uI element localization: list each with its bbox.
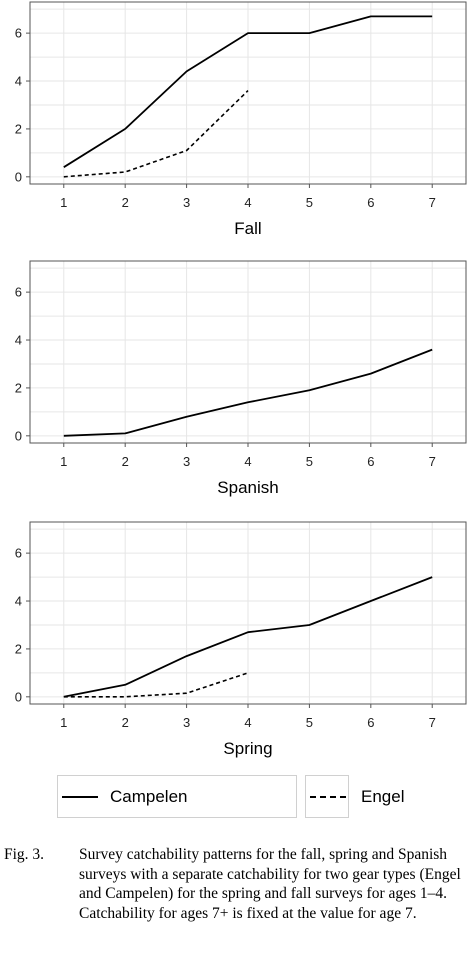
legend-swatch-solid bbox=[62, 796, 98, 798]
y-tick-label: 2 bbox=[15, 380, 22, 395]
y-tick-label: 4 bbox=[15, 594, 22, 609]
x-axis-label: Fall bbox=[234, 219, 261, 238]
x-tick-label: 4 bbox=[244, 195, 251, 210]
x-tick-label: 7 bbox=[429, 454, 436, 469]
y-tick-label: 0 bbox=[15, 689, 22, 704]
legend-label: Campelen bbox=[110, 787, 188, 806]
x-tick-label: 3 bbox=[183, 715, 190, 730]
figure-panels: 0 2 4 6 1 2 3 4 5 6 7 Fall 0 2 4 6 1 2 3 4 5 6 7 Spanish 0 2 4 6 1 2 3… bbox=[15, 1, 467, 758]
x-tick-label: 6 bbox=[367, 715, 374, 730]
x-tick-label: 2 bbox=[122, 454, 129, 469]
x-tick-label: 1 bbox=[60, 715, 67, 730]
y-tick-label: 6 bbox=[15, 26, 22, 41]
series-line-campelen bbox=[63, 15, 433, 168]
series-line-engel bbox=[63, 672, 249, 698]
x-tick-label: 5 bbox=[306, 715, 313, 730]
series-line-campelen bbox=[63, 576, 433, 698]
caption-label: Fig. 3. bbox=[4, 846, 45, 863]
series-line-campelen bbox=[63, 348, 433, 437]
x-tick-label: 3 bbox=[183, 454, 190, 469]
y-tick-label: 2 bbox=[15, 121, 22, 136]
x-axis-label: Spring bbox=[223, 739, 272, 758]
caption-text: Survey catchability patterns for the fal… bbox=[79, 846, 461, 922]
legend-label: Engel bbox=[361, 787, 405, 806]
y-tick-label: 0 bbox=[15, 428, 22, 443]
x-axis-label: Spanish bbox=[217, 478, 278, 497]
x-tick-label: 3 bbox=[183, 195, 190, 210]
legend-swatch-dashed bbox=[310, 796, 346, 798]
x-tick-label: 2 bbox=[122, 715, 129, 730]
x-tick-label: 7 bbox=[429, 195, 436, 210]
y-tick-label: 2 bbox=[15, 641, 22, 656]
x-tick-label: 5 bbox=[306, 454, 313, 469]
y-tick-label: 0 bbox=[15, 169, 22, 184]
y-tick-label: 4 bbox=[15, 74, 22, 89]
x-tick-label: 4 bbox=[244, 454, 251, 469]
x-tick-label: 5 bbox=[306, 195, 313, 210]
legend-item-engel: Engel bbox=[305, 775, 404, 818]
y-tick-label: 4 bbox=[15, 333, 22, 348]
series-line-engel bbox=[63, 90, 249, 178]
y-tick-label: 6 bbox=[15, 546, 22, 561]
x-tick-label: 7 bbox=[429, 715, 436, 730]
x-tick-label: 6 bbox=[367, 195, 374, 210]
legend-item-campelen: Campelen bbox=[57, 775, 297, 818]
x-tick-label: 1 bbox=[60, 454, 67, 469]
x-tick-label: 2 bbox=[122, 195, 129, 210]
x-tick-label: 4 bbox=[244, 715, 251, 730]
y-tick-label: 6 bbox=[15, 285, 22, 300]
x-tick-label: 1 bbox=[60, 195, 67, 210]
x-tick-label: 6 bbox=[367, 454, 374, 469]
